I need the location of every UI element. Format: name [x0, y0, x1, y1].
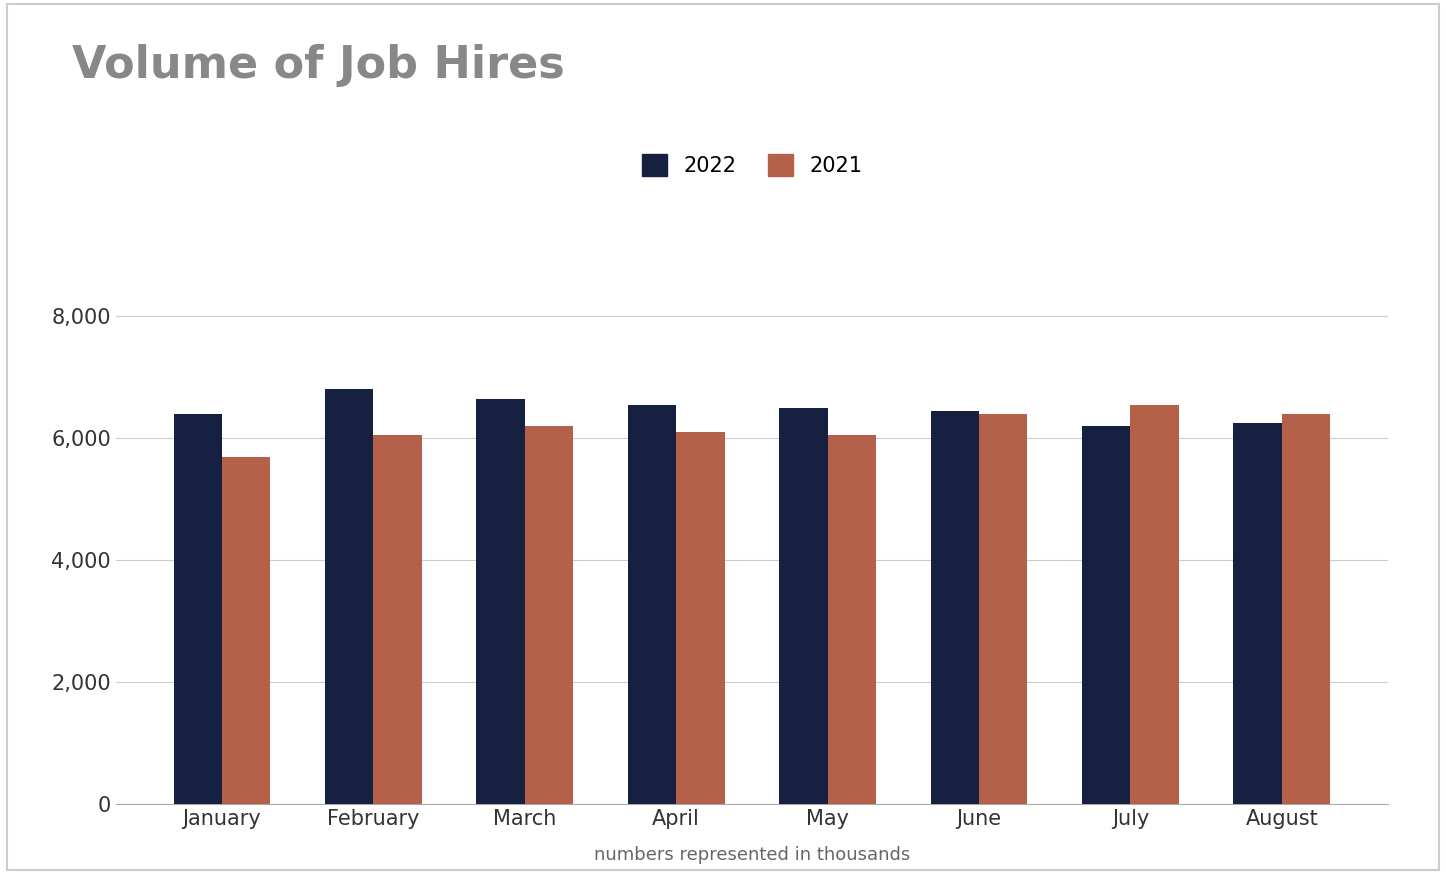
Bar: [1131, 405, 1178, 804]
Bar: [325, 390, 373, 804]
Bar: [1281, 413, 1330, 804]
Bar: [476, 399, 525, 804]
Bar: [1233, 423, 1281, 804]
X-axis label: numbers represented in thousands: numbers represented in thousands: [594, 846, 910, 864]
Bar: [1082, 426, 1131, 804]
Legend: 2022, 2021: 2022, 2021: [633, 146, 870, 184]
Bar: [373, 435, 422, 804]
Bar: [223, 456, 270, 804]
Bar: [979, 413, 1028, 804]
Bar: [677, 432, 724, 804]
Bar: [827, 435, 876, 804]
Bar: [779, 408, 827, 804]
Bar: [628, 405, 677, 804]
Bar: [525, 426, 573, 804]
Bar: [174, 413, 223, 804]
Text: Volume of Job Hires: Volume of Job Hires: [72, 44, 565, 87]
Bar: [931, 411, 979, 804]
